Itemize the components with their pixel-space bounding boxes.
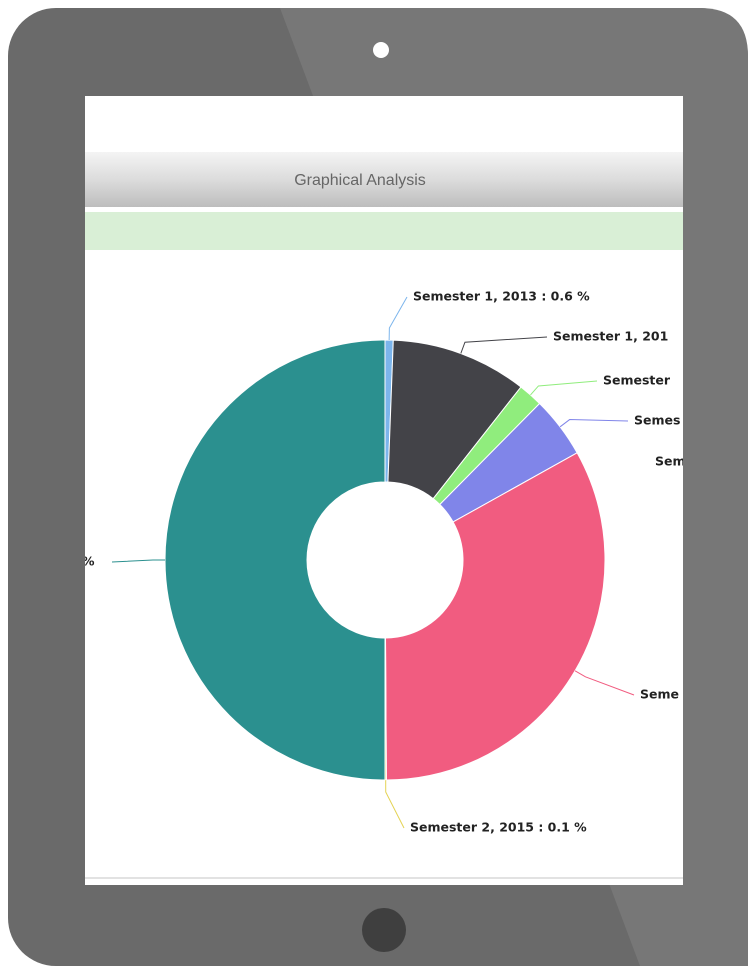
tablet-screenshot: Graphical Analysis Semester 1, 2013 : 0.… — [0, 0, 753, 968]
camera — [373, 42, 389, 58]
data-label: Seme — [640, 687, 679, 702]
data-label: Semester 1, 2013 : 0.6 % — [413, 289, 590, 304]
data-label: Semester 2, 2015 : 0.1 % — [410, 820, 587, 835]
data-label: Semester 1, 201 — [553, 329, 668, 344]
data-label: Semes — [634, 413, 680, 428]
screen: Graphical Analysis Semester 1, 2013 : 0.… — [82, 96, 686, 885]
info-band — [85, 212, 683, 250]
home-button[interactable] — [362, 908, 406, 952]
data-label: Semester — [603, 373, 671, 388]
data-label: Sem — [655, 454, 686, 469]
header-title: Graphical Analysis — [294, 172, 426, 189]
